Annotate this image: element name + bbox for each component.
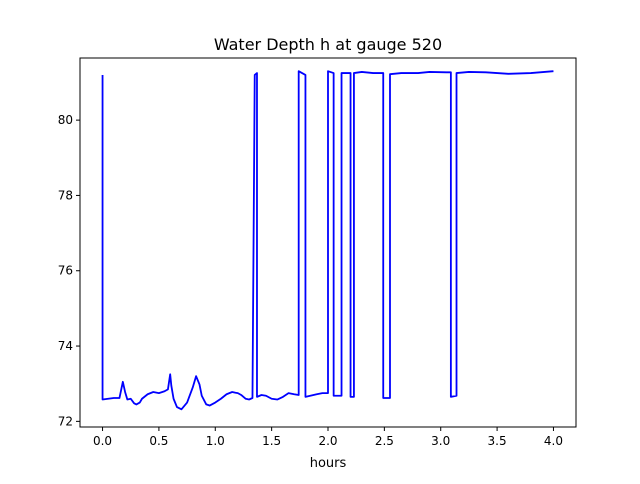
- x-tick-label: 1.0: [206, 434, 225, 448]
- x-tick-label: 0.5: [149, 434, 168, 448]
- x-tick-label: 1.5: [262, 434, 281, 448]
- chart-title: Water Depth h at gauge 520: [214, 35, 442, 54]
- y-tick-label: 78: [58, 188, 73, 202]
- x-axis-label: hours: [310, 456, 347, 471]
- x-tick-label: 2.0: [318, 434, 337, 448]
- series-line-0: [101, 70, 554, 411]
- x-tick-label: 4.0: [544, 434, 563, 448]
- plot-area: [101, 70, 554, 411]
- y-tick-label: 76: [58, 264, 73, 278]
- y-tick-label: 72: [58, 414, 73, 428]
- y-tick-label: 80: [58, 113, 73, 127]
- x-tick-label: 3.5: [488, 434, 507, 448]
- axes: 0.0 0.5 1.0 1.5 2.0 2.5 3.0 3.5 4.0 72 74 76 78 80: [58, 57, 577, 448]
- x-tick-label: 2.5: [375, 434, 394, 448]
- x-tick-label: 3.0: [431, 434, 450, 448]
- x-tick-label: 0.0: [93, 434, 112, 448]
- y-tick-label: 74: [58, 339, 73, 353]
